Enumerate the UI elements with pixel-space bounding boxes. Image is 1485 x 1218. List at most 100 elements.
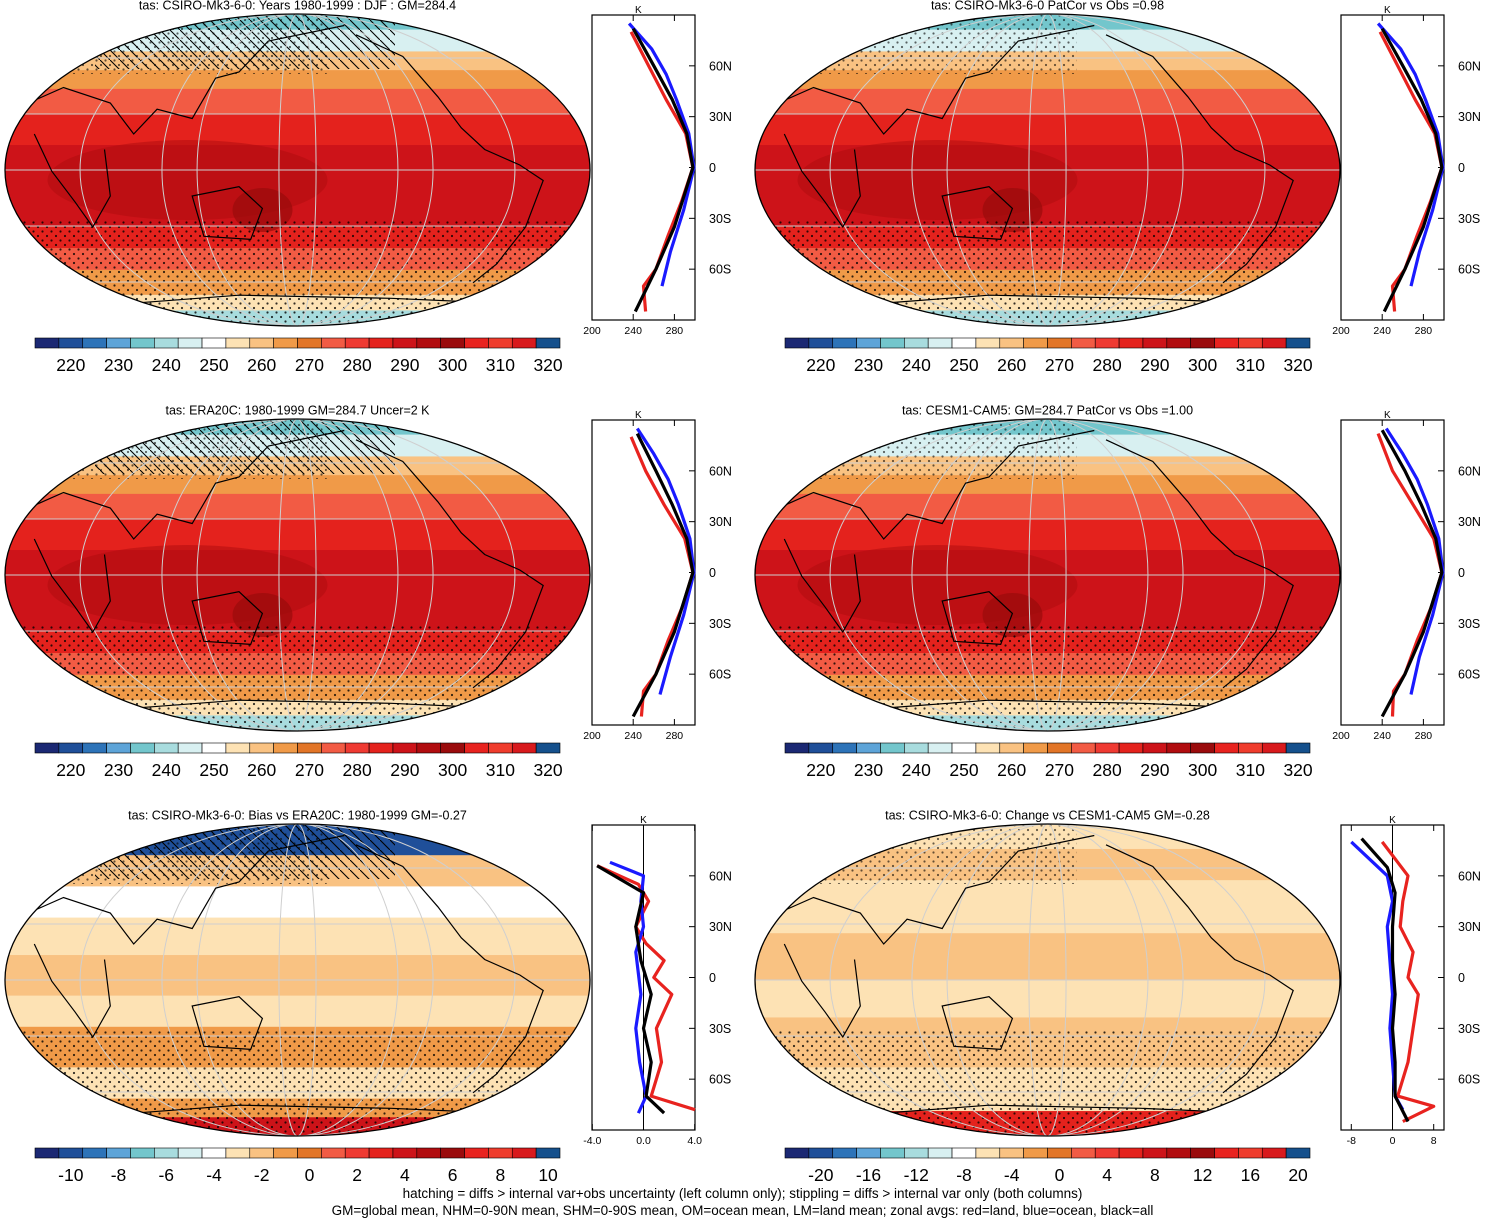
map-field — [755, 14, 1340, 326]
map-panel-1: tas: CSIRO-Mk3-6-0: Years 1980-1999 : DJ… — [4, 0, 591, 327]
colorbar-tick-label: 240 — [152, 760, 181, 780]
colorbar-tick-label: 220 — [806, 355, 835, 375]
colorbar-tick-label: 280 — [343, 355, 372, 375]
colorbar-swatch — [880, 742, 905, 754]
colorbar-tick-label: 270 — [1045, 355, 1074, 375]
profile-unit-label: K — [635, 5, 642, 16]
field-band — [755, 70, 1340, 90]
colorbar-swatch — [82, 1147, 107, 1159]
map-panel-2: tas: CSIRO-Mk3-6-0 PatCor vs Obs =0.98 — [754, 0, 1341, 327]
field-band — [755, 475, 1340, 495]
lat-tick-label: 0 — [709, 161, 716, 175]
colorbar-swatch — [975, 337, 1001, 349]
colorbar-swatch — [249, 1147, 274, 1159]
colorbar-tick-label: 230 — [854, 760, 883, 780]
map-border — [754, 13, 1341, 327]
map-field — [5, 14, 590, 326]
profile-unit-label: K — [1384, 410, 1391, 421]
colorbar-swatch — [927, 742, 953, 754]
eurasia-coast — [28, 834, 345, 945]
x-tick-label: 200 — [583, 730, 601, 742]
map-panel-3: tas: ERA20C: 1980-1999 GM=284.7 Uncer=2 … — [4, 404, 591, 732]
colorbar-swatch — [488, 1147, 513, 1159]
colorbar-swatch — [344, 742, 370, 754]
colorbar-swatch — [321, 1147, 346, 1159]
colorbar-swatch — [856, 742, 881, 754]
colorbar-swatch — [392, 742, 418, 754]
colorbar-swatch — [1047, 1147, 1072, 1159]
colorbar-tick-label: 260 — [997, 760, 1026, 780]
colorbar-tick-label: 300 — [438, 355, 467, 375]
lat-tick-label: 60S — [1458, 1073, 1480, 1087]
colorbar-swatch — [416, 337, 441, 349]
colorbar-tick-label: 230 — [104, 760, 133, 780]
colorbar-swatch — [880, 1147, 905, 1159]
colorbar-tick-label: 310 — [1236, 760, 1265, 780]
lat-tick-label: 30S — [1458, 212, 1480, 226]
colorbar-tick-label: 8 — [495, 1165, 505, 1185]
map-field — [5, 419, 590, 731]
profile-unit-label: K — [1384, 5, 1391, 16]
lat-tick-label: 0 — [1458, 161, 1465, 175]
x-tick-label: 240 — [1373, 730, 1391, 742]
australia-coast — [941, 186, 1014, 241]
profile-frame — [1340, 14, 1445, 321]
colorbar-swatch — [154, 1147, 179, 1159]
map-border — [4, 418, 591, 732]
colorbar-tick-label: 290 — [390, 355, 419, 375]
colorbar-swatch — [1023, 337, 1048, 349]
colorbar-swatch — [82, 337, 107, 349]
colorbar-tick-label: 300 — [1188, 760, 1217, 780]
colorbar-tick-label: 270 — [1045, 760, 1074, 780]
colorbar-tick-label: 20 — [1288, 1165, 1308, 1185]
colorbar-tick-label: 300 — [438, 760, 467, 780]
colorbar-tick-label: 280 — [343, 760, 372, 780]
lat-tick-label: 30S — [709, 1022, 731, 1036]
colorbar-swatch — [1071, 1147, 1096, 1159]
lat-tick-label: 30S — [1458, 1022, 1480, 1036]
x-tick-label: -4.0 — [583, 1135, 601, 1147]
eurasia-coast — [28, 24, 345, 135]
x-tick-label: 0.0 — [636, 1135, 651, 1147]
lat-tick-label: 60S — [1458, 668, 1480, 682]
colorbar-swatch — [999, 742, 1024, 754]
x-tick-label: 0 — [1390, 1135, 1396, 1147]
americas-coast — [355, 34, 544, 284]
americas-coast — [1105, 844, 1294, 1094]
map-title: tas: ERA20C: 1980-1999 GM=284.7 Uncer=2 … — [165, 404, 430, 418]
colorbar-swatch — [808, 337, 834, 349]
colorbar-swatch — [1261, 742, 1287, 754]
map-field — [755, 824, 1340, 1136]
colorbar-tick-label: 8 — [1150, 1165, 1160, 1185]
colorbar-swatch — [201, 337, 227, 349]
lat-tick-label: 30N — [1458, 110, 1481, 124]
colorbar-swatch — [832, 337, 857, 349]
zonal-line-all — [1380, 429, 1444, 718]
colorbar-swatch — [1285, 1147, 1311, 1159]
colorbar-swatch — [1238, 337, 1263, 349]
graticule — [755, 14, 1340, 326]
colorbar-swatch — [1238, 1147, 1263, 1159]
colorbar-swatch — [488, 337, 513, 349]
zonal-line-all — [631, 432, 695, 718]
map-field — [5, 824, 590, 1136]
zonal-profile-6: K 60N 30N 0 30S 60S -8 0 8 — [1340, 815, 1481, 1147]
eurasia-coast — [778, 429, 1095, 540]
field-band — [5, 70, 590, 90]
colorbar-swatch — [1118, 1147, 1144, 1159]
graticule — [5, 824, 590, 1136]
field-band — [5, 886, 590, 919]
eurasia-coast — [28, 429, 345, 540]
lat-tick-label: 0 — [709, 566, 716, 580]
colorbar-6: -20 -16 -12 -8 -4 0 4 8 12 16 20 — [784, 1147, 1311, 1185]
zonal-line-land — [596, 864, 696, 1112]
colorbar-swatch — [856, 337, 881, 349]
americas-coast — [355, 844, 544, 1094]
zonal-line-ocean — [635, 427, 696, 695]
colorbar-tick-label: 310 — [486, 355, 515, 375]
x-tick-label: 280 — [666, 730, 684, 742]
colorbar-swatch — [999, 337, 1024, 349]
americas-coast — [1105, 34, 1294, 284]
colorbar-swatch — [488, 742, 513, 754]
colorbar-swatch — [225, 337, 251, 349]
